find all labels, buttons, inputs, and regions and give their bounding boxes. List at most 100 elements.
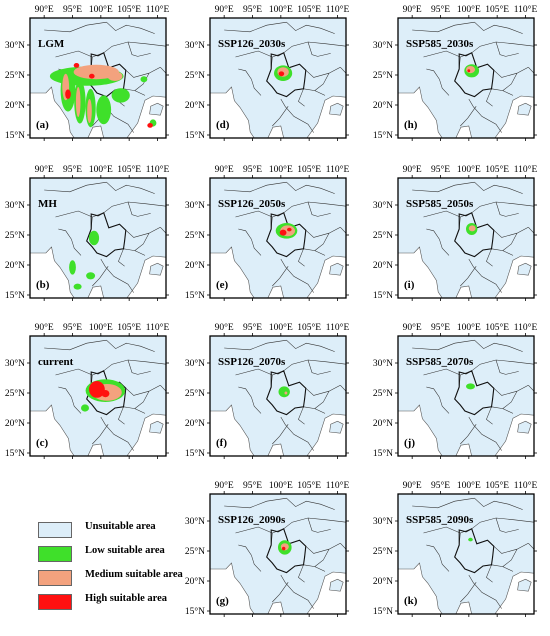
y-tick-label: 30°N bbox=[373, 40, 393, 51]
suitability-patch-low bbox=[69, 260, 76, 275]
boundary-line bbox=[528, 227, 534, 234]
boundary-line bbox=[238, 386, 262, 414]
x-tick-label: 110°E bbox=[326, 164, 350, 175]
y-tick-label: 20°N bbox=[185, 418, 205, 429]
boundary-line bbox=[460, 266, 477, 287]
x-tick-label: 100°E bbox=[89, 164, 113, 175]
map-panel-k: 90°E 95°E 100°E 105°E 110°E 30°N 25°N 20°N 15°N S… bbox=[368, 476, 548, 631]
x-tick-label: 90°E bbox=[35, 4, 54, 15]
boundary-line bbox=[224, 497, 287, 509]
x-tick-label: 100°E bbox=[269, 480, 293, 491]
map-title-f: SSP126_2070s bbox=[218, 356, 286, 368]
sea-area bbox=[398, 86, 443, 138]
sea-area bbox=[455, 285, 473, 298]
y-tick-label: 15°N bbox=[185, 290, 205, 301]
suitability-patch-medium bbox=[468, 225, 476, 232]
boundary-line bbox=[100, 258, 134, 293]
y-tick-label: 20°N bbox=[5, 260, 25, 271]
boundary-line bbox=[100, 416, 134, 451]
map-title-e: SSP126_2050s bbox=[218, 198, 286, 210]
x-tick-label: 105°E bbox=[485, 480, 509, 491]
map-frame bbox=[209, 335, 347, 457]
x-tick-label: 90°E bbox=[403, 4, 422, 15]
map-frame bbox=[397, 177, 535, 299]
legend-label-unsuitable: Unsuitable area bbox=[85, 521, 156, 532]
sea-area bbox=[267, 285, 285, 298]
boundary-line bbox=[92, 266, 109, 287]
sea-area bbox=[87, 125, 105, 138]
x-tick-label: 95°E bbox=[243, 164, 262, 175]
hainan-island bbox=[329, 420, 344, 434]
legend-item-medium: Medium suitable area bbox=[28, 568, 198, 586]
panel-letter-h: (h) bbox=[404, 119, 418, 131]
y-tick-label: 25°N bbox=[373, 70, 393, 81]
boundary-line bbox=[468, 574, 502, 609]
y-tick-label: 30°N bbox=[185, 516, 205, 527]
map-title-k: SSP585_2090s bbox=[406, 514, 474, 526]
map-svg-d: 90°E 95°E 100°E 105°E 110°E 30°N 25°N 20°N 15°N bbox=[185, 4, 350, 141]
hainan-island bbox=[149, 102, 164, 116]
boundary-line bbox=[426, 544, 450, 572]
boundary-line bbox=[160, 385, 166, 392]
map-panel-e: 90°E 95°E 100°E 105°E 110°E 30°N 25°N 20°N 15°N S… bbox=[180, 160, 360, 315]
y-tick-label: 30°N bbox=[373, 200, 393, 211]
x-tick-label: 105°E bbox=[117, 164, 141, 175]
x-tick-label: 90°E bbox=[403, 480, 422, 491]
legend-item-high: High suitable area bbox=[28, 592, 198, 610]
panel-letter-b: (b) bbox=[36, 279, 50, 291]
x-tick-label: 105°E bbox=[297, 322, 321, 333]
y-tick-label: 30°N bbox=[185, 40, 205, 51]
boundary-line bbox=[468, 258, 502, 293]
boundary-line bbox=[118, 406, 125, 425]
boundary-line bbox=[340, 67, 346, 74]
hainan-island bbox=[329, 262, 344, 276]
boundary-line bbox=[298, 248, 305, 267]
boundary-line bbox=[127, 201, 151, 217]
suitability-patch-low bbox=[466, 383, 475, 390]
legend-swatch-high bbox=[38, 594, 72, 610]
y-tick-label: 25°N bbox=[5, 230, 25, 241]
x-tick-label: 110°E bbox=[326, 322, 350, 333]
x-tick-label: 105°E bbox=[485, 164, 509, 175]
sea-area bbox=[267, 601, 285, 614]
x-tick-label: 105°E bbox=[297, 480, 321, 491]
boundary-line bbox=[340, 385, 346, 392]
boundary-line bbox=[528, 543, 534, 550]
boundary-line bbox=[314, 233, 330, 251]
boundary-line bbox=[474, 497, 523, 510]
map-svg-a: 90°E 95°E 100°E 105°E 110°E 30°N 25°N 20°N 15°N bbox=[5, 4, 170, 141]
boundary-line bbox=[426, 228, 450, 256]
sea-area bbox=[30, 86, 75, 138]
y-tick-label: 25°N bbox=[373, 388, 393, 399]
boundary-line bbox=[305, 542, 341, 554]
sea-area bbox=[398, 246, 443, 298]
y-tick-label: 30°N bbox=[185, 358, 205, 369]
suitability-patch-high bbox=[89, 73, 95, 79]
map-title-h: SSP585_2030s bbox=[406, 38, 474, 50]
y-tick-label: 30°N bbox=[373, 516, 393, 527]
suitability-patch-high bbox=[467, 69, 471, 73]
suitability-patch-high bbox=[101, 390, 110, 398]
sea-area bbox=[455, 601, 473, 614]
map-frame bbox=[397, 493, 535, 615]
x-tick-label: 110°E bbox=[146, 164, 170, 175]
boundary-line bbox=[298, 406, 305, 425]
map-svg-i: 90°E 95°E 100°E 105°E 110°E 30°N 25°N 20°N 15°N bbox=[373, 164, 538, 301]
y-tick-label: 15°N bbox=[373, 448, 393, 459]
boundary-line bbox=[495, 41, 519, 57]
suitability-patch-low bbox=[111, 88, 130, 103]
suitability-patch-low bbox=[96, 95, 112, 125]
boundary-line bbox=[224, 339, 287, 351]
y-tick-label: 20°N bbox=[185, 100, 205, 111]
map-svg-h: 90°E 95°E 100°E 105°E 110°E 30°N 25°N 20°N 15°N bbox=[373, 4, 538, 141]
boundary-line bbox=[224, 21, 287, 33]
boundary-line bbox=[314, 73, 330, 91]
suitability-patch-high bbox=[147, 123, 153, 128]
suitability-patch-medium bbox=[466, 66, 475, 74]
x-tick-label: 95°E bbox=[431, 164, 450, 175]
x-tick-label: 95°E bbox=[431, 322, 450, 333]
suitability-patch-low bbox=[140, 76, 148, 83]
panel-letter-e: (e) bbox=[216, 279, 229, 291]
boundary-line bbox=[340, 543, 346, 550]
boundary-line bbox=[286, 497, 335, 510]
